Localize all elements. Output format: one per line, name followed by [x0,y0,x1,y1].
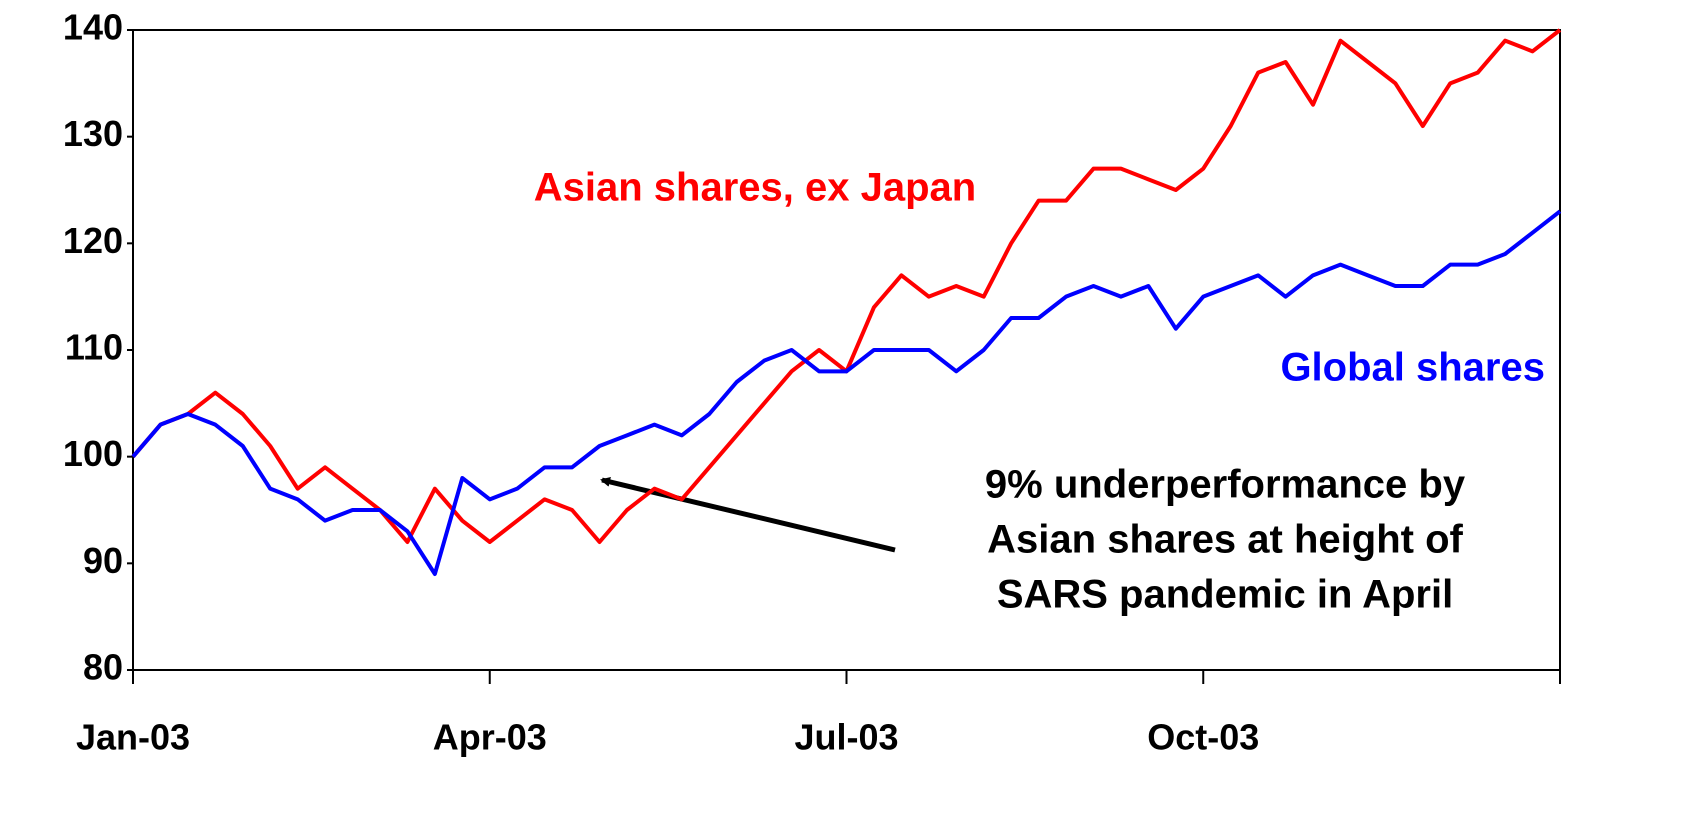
y-tick-label: 100 [63,433,123,474]
x-tick-label: Jul-03 [794,717,898,758]
y-tick-label: 120 [63,220,123,261]
x-tick-label: Oct-03 [1147,717,1259,758]
line-series [131,209,1562,576]
x-tick-label: Jan-03 [76,717,190,758]
y-tick-label: 90 [83,540,123,581]
series-label: Asian shares, ex Japan [534,166,976,210]
series-label: Global shares [1280,346,1545,390]
y-tick-label: 110 [65,327,123,368]
annotation-text: Asian shares at height of [987,518,1463,562]
annotation-text: SARS pandemic in April [997,573,1453,617]
y-tick-label: 130 [63,113,123,154]
y-tick-label: 140 [63,7,123,48]
annotation-text: 9% underperformance by [985,463,1466,507]
y-tick-label: 80 [83,647,123,688]
x-tick-label: Apr-03 [433,717,547,758]
annotation-arrow [600,476,896,553]
